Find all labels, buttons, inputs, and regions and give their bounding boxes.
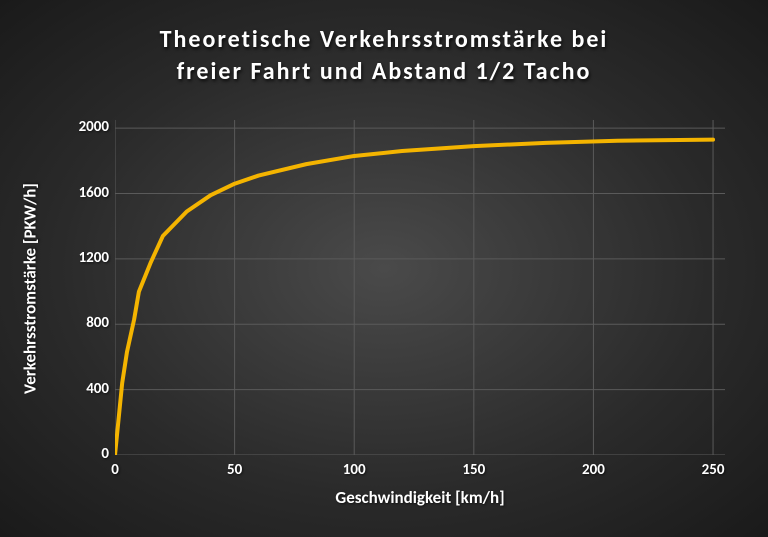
x-tick: 250 xyxy=(698,461,728,479)
x-tick: 0 xyxy=(100,461,130,479)
x-tick: 50 xyxy=(220,461,250,479)
plot-area xyxy=(115,120,725,455)
y-axis-label: Verkehrsstromstärke [PKW/h] xyxy=(20,138,41,438)
y-tick: 800 xyxy=(86,314,109,332)
x-axis-label: Geschwindigkeit [km/h] xyxy=(115,487,725,508)
plot-svg xyxy=(115,120,725,455)
y-tick: 1600 xyxy=(79,184,109,202)
chart-title-line2: freier Fahrt und Abstand 1/2 Tacho xyxy=(0,56,768,88)
chart-container: Theoretische Verkehrsstromstärke bei fre… xyxy=(0,0,768,537)
x-tick: 200 xyxy=(578,461,608,479)
y-tick: 0 xyxy=(101,445,109,463)
chart-title: Theoretische Verkehrsstromstärke bei fre… xyxy=(0,24,768,89)
chart-title-line1: Theoretische Verkehrsstromstärke bei xyxy=(0,24,768,56)
y-tick: 400 xyxy=(86,380,109,398)
x-tick: 100 xyxy=(339,461,369,479)
x-tick: 150 xyxy=(459,461,489,479)
y-tick: 2000 xyxy=(79,118,109,136)
y-tick: 1200 xyxy=(79,249,109,267)
